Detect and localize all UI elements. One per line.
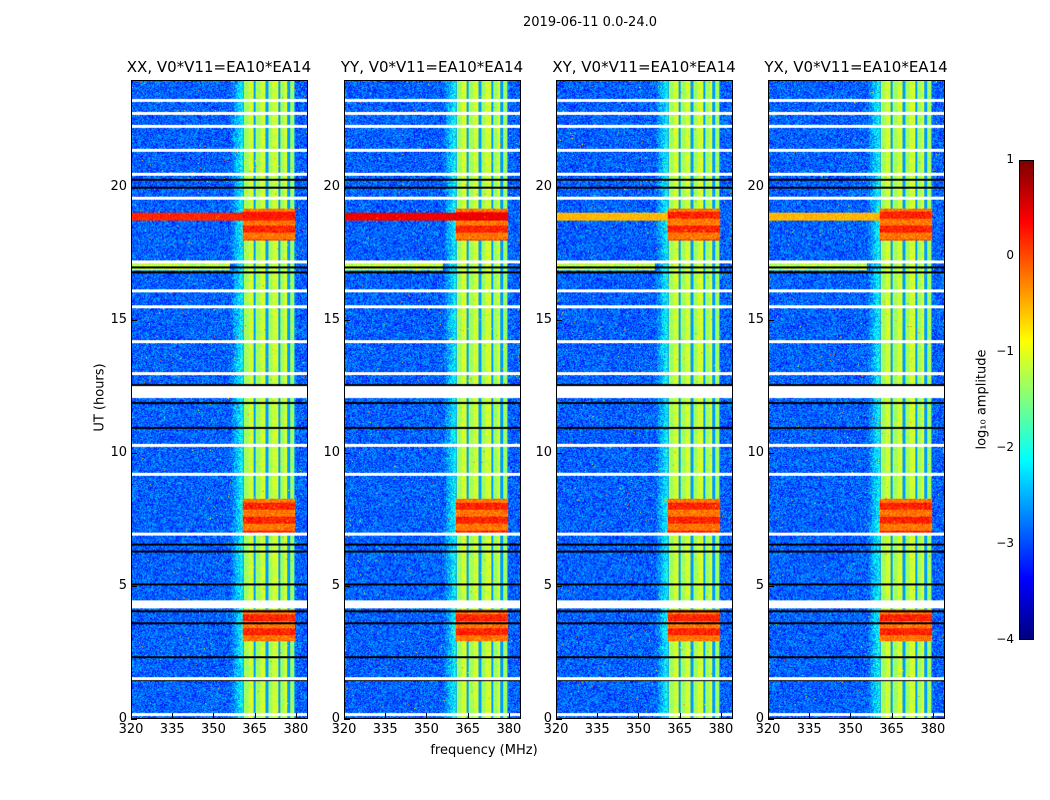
panel-title: XY, V0*V11=EA10*EA14 xyxy=(552,58,736,76)
panel-title: XX, V0*V11=EA10*EA14 xyxy=(126,58,312,76)
y-tick-mark xyxy=(768,585,774,587)
x-tick-mark xyxy=(597,713,599,719)
heatmap-panel-yx xyxy=(768,80,945,719)
x-tick-mark xyxy=(768,713,769,719)
x-tick-mark xyxy=(638,713,640,719)
x-tick-mark xyxy=(172,713,174,719)
x-tick-mark xyxy=(891,713,893,719)
x-tick-mark xyxy=(385,713,387,719)
y-tick-label: 10 xyxy=(535,444,552,460)
x-tick-mark xyxy=(131,713,132,719)
y-tick-label: 10 xyxy=(110,444,127,460)
x-tick-label: 335 xyxy=(372,722,398,737)
y-tick-mark xyxy=(768,186,774,188)
x-tick-mark xyxy=(344,713,345,719)
x-tick-mark xyxy=(679,713,681,719)
y-tick-label: 5 xyxy=(118,577,127,593)
x-tick-mark xyxy=(556,713,557,719)
y-tick-mark xyxy=(344,319,350,321)
x-tick-label: 350 xyxy=(838,722,863,737)
heatmap-panel-xy xyxy=(556,80,733,719)
y-tick-mark xyxy=(556,319,562,321)
y-tick-mark xyxy=(556,585,562,587)
heatmap-panel-xx xyxy=(131,80,308,719)
y-tick-mark xyxy=(344,585,350,587)
x-tick-label: 380 xyxy=(920,722,946,737)
y-tick-mark xyxy=(131,585,137,587)
x-tick-label: 365 xyxy=(667,722,693,737)
y-tick-mark xyxy=(344,186,350,188)
x-tick-mark xyxy=(508,713,510,719)
x-tick-mark xyxy=(932,713,934,719)
y-tick-mark xyxy=(344,719,350,720)
colorbar-tick-label: −1 xyxy=(996,344,1014,358)
x-tick-label: 320 xyxy=(331,722,357,737)
x-tick-mark xyxy=(426,713,428,719)
x-tick-label: 350 xyxy=(414,722,439,737)
y-tick-label: 5 xyxy=(755,577,764,593)
y-tick-mark xyxy=(768,452,774,454)
x-tick-label: 380 xyxy=(708,722,734,737)
y-tick-label: 15 xyxy=(747,311,764,327)
colorbar-tick-label: −2 xyxy=(996,440,1014,454)
x-tick-label: 380 xyxy=(496,722,522,737)
y-tick-label: 0 xyxy=(118,711,127,726)
y-tick-mark xyxy=(131,452,137,454)
x-tick-mark xyxy=(467,713,469,719)
x-tick-label: 335 xyxy=(796,722,822,737)
x-tick-label: 350 xyxy=(626,722,651,737)
y-tick-label: 20 xyxy=(747,178,764,194)
y-tick-mark xyxy=(556,719,562,720)
y-tick-label: 10 xyxy=(747,444,764,460)
y-tick-label: 0 xyxy=(755,711,764,726)
x-tick-label: 335 xyxy=(159,722,185,737)
y-tick-mark xyxy=(131,319,137,321)
x-tick-label: 350 xyxy=(201,722,226,737)
y-tick-label: 15 xyxy=(110,311,127,327)
y-tick-mark xyxy=(344,452,350,454)
y-tick-label: 20 xyxy=(535,178,552,194)
x-tick-mark xyxy=(254,713,256,719)
x-tick-label: 320 xyxy=(118,722,144,737)
heatmap-panel-yy xyxy=(344,80,521,719)
y-tick-label: 0 xyxy=(331,711,340,726)
y-tick-label: 5 xyxy=(543,577,552,593)
y-tick-label: 0 xyxy=(543,711,552,726)
x-tick-label: 365 xyxy=(455,722,481,737)
x-tick-mark xyxy=(720,713,722,719)
y-tick-label: 15 xyxy=(535,311,552,327)
x-tick-mark xyxy=(809,713,811,719)
figure-title: 2019-06-11 0.0-24.0 xyxy=(523,15,657,30)
x-tick-mark xyxy=(295,713,297,719)
x-tick-label: 320 xyxy=(543,722,569,737)
x-tick-label: 320 xyxy=(755,722,781,737)
y-tick-label: 20 xyxy=(323,178,340,194)
y-tick-label: 10 xyxy=(323,444,340,460)
colorbar xyxy=(1019,160,1034,640)
x-tick-label: 365 xyxy=(879,722,905,737)
panel-title: YX, V0*V11=EA10*EA14 xyxy=(764,58,948,76)
y-tick-label: 15 xyxy=(323,311,340,327)
y-tick-mark xyxy=(768,319,774,321)
y-tick-mark xyxy=(131,719,137,720)
x-axis-label: frequency (MHz) xyxy=(430,743,538,758)
y-tick-mark xyxy=(556,452,562,454)
y-axis-label: UT (hours) xyxy=(92,363,108,432)
colorbar-tick-label: 1 xyxy=(1006,152,1014,166)
y-tick-mark xyxy=(556,186,562,188)
x-tick-mark xyxy=(213,713,215,719)
x-tick-label: 365 xyxy=(242,722,268,737)
x-tick-label: 335 xyxy=(584,722,610,737)
x-tick-mark xyxy=(850,713,852,719)
colorbar-tick-label: −3 xyxy=(996,536,1014,550)
colorbar-label: log₁₀ amplitude xyxy=(974,349,990,450)
y-tick-mark xyxy=(768,719,774,720)
panel-title: YY, V0*V11=EA10*EA14 xyxy=(340,58,524,76)
y-tick-label: 5 xyxy=(331,577,340,593)
x-tick-label: 380 xyxy=(283,722,309,737)
y-tick-label: 20 xyxy=(110,178,127,194)
colorbar-tick-label: 0 xyxy=(1006,248,1014,262)
y-tick-mark xyxy=(131,186,137,188)
colorbar-tick-label: −4 xyxy=(996,632,1014,646)
